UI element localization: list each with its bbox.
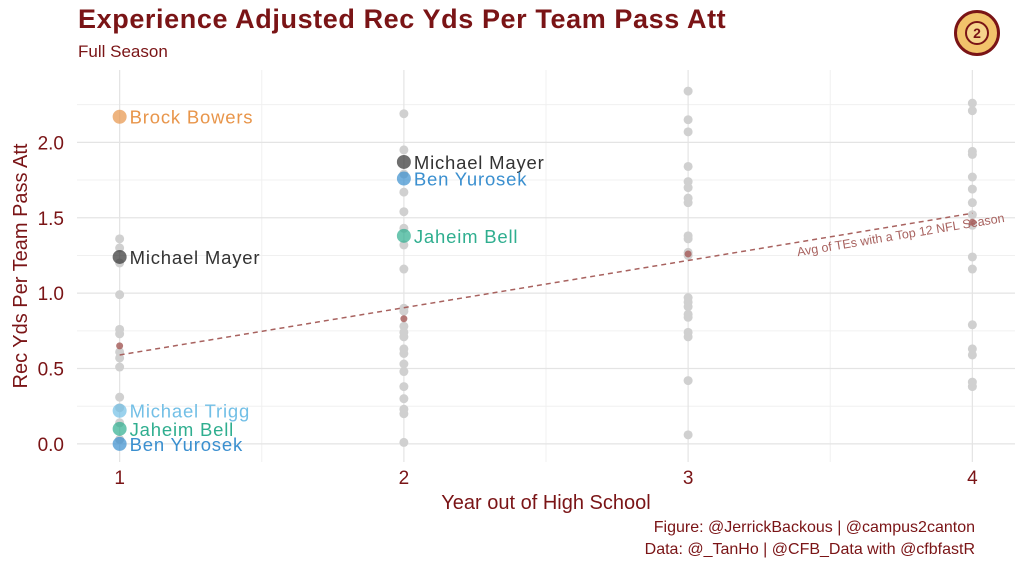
highlight-point (112, 421, 127, 436)
data-point (399, 394, 409, 404)
data-point (115, 362, 125, 372)
avg-point (968, 218, 976, 226)
data-point (115, 392, 125, 402)
data-point (967, 198, 977, 208)
data-point (967, 106, 977, 116)
data-point (967, 210, 977, 220)
data-point (683, 376, 693, 386)
data-point (967, 350, 977, 360)
data-point (399, 382, 409, 392)
y-tick-label: 1.0 (38, 284, 64, 305)
x-axis-title: Year out of High School (441, 492, 650, 514)
highlight-point (112, 403, 127, 418)
highlight-label: Jaheim Bell (130, 419, 234, 440)
x-tick-label: 2 (399, 468, 410, 489)
x-tick-label: 4 (967, 468, 978, 489)
y-tick-label: 0.0 (38, 435, 64, 456)
data-point (399, 109, 409, 119)
data-point (399, 437, 409, 447)
data-point (683, 86, 693, 96)
data-point (967, 184, 977, 194)
y-axis-title: Rec Yds Per Team Pass Att (10, 143, 32, 388)
data-point (399, 409, 409, 419)
y-tick-label: 0.5 (38, 360, 64, 381)
highlight-label: Michael Mayer (414, 152, 545, 173)
data-point (967, 98, 977, 108)
y-tick-label: 2.0 (38, 133, 64, 154)
highlight-label: Jaheim Bell (414, 226, 518, 247)
data-point (115, 329, 125, 339)
data-point (399, 264, 409, 274)
data-point (683, 332, 693, 342)
avg-point (684, 250, 692, 258)
data-point (683, 430, 693, 440)
data-point (967, 382, 977, 392)
data-point (683, 312, 693, 322)
data-point (399, 207, 409, 217)
data-point (967, 264, 977, 274)
data-point (115, 290, 125, 300)
campus2canton-logo: 2 (954, 10, 1000, 56)
data-point (683, 234, 693, 244)
data-point (683, 183, 693, 193)
highlight-label: Brock Bowers (130, 107, 254, 128)
data-point (399, 367, 409, 377)
data-point (399, 145, 409, 155)
highlight-label: Ben Yurosek (130, 434, 243, 455)
data-point (115, 243, 125, 253)
data-point (399, 348, 409, 358)
highlight-label: Michael Trigg (130, 401, 250, 422)
data-point (399, 359, 409, 369)
x-tick-label: 3 (683, 468, 694, 489)
data-point (399, 240, 409, 250)
y-tick-label: 1.5 (38, 209, 64, 230)
highlight-label: Ben Yurosek (414, 169, 527, 190)
chart-title: Experience Adjusted Rec Yds Per Team Pas… (78, 4, 727, 34)
data-point (115, 234, 125, 244)
logo-emblem-icon: 2 (965, 21, 989, 45)
highlight-point (112, 109, 127, 124)
data-point (399, 332, 409, 342)
data-point (967, 172, 977, 182)
highlight-point (396, 154, 411, 169)
data-point (683, 198, 693, 208)
chart-subtitle: Full Season (78, 42, 168, 61)
highlight-point (112, 436, 127, 451)
highlight-point (396, 171, 411, 186)
data-point (115, 353, 125, 363)
data-point (683, 127, 693, 137)
highlight-point (112, 249, 127, 264)
x-tick-label: 1 (114, 468, 125, 489)
data-point (967, 320, 977, 330)
highlight-label: Michael Mayer (130, 247, 261, 268)
avg-point (116, 342, 124, 350)
caption-data-credit: Data: @_TanHo | @CFB_Data with @cfbfastR (644, 541, 975, 558)
data-point (967, 252, 977, 262)
data-point (399, 306, 409, 316)
trend-line (119, 212, 973, 356)
data-point (683, 302, 693, 312)
caption-figure-credit: Figure: @JerrickBackous | @campus2canton (653, 519, 975, 536)
data-point (683, 161, 693, 171)
highlight-point (396, 228, 411, 243)
avg-point (400, 315, 408, 323)
data-point (399, 187, 409, 197)
data-point (967, 149, 977, 159)
data-point (683, 115, 693, 125)
